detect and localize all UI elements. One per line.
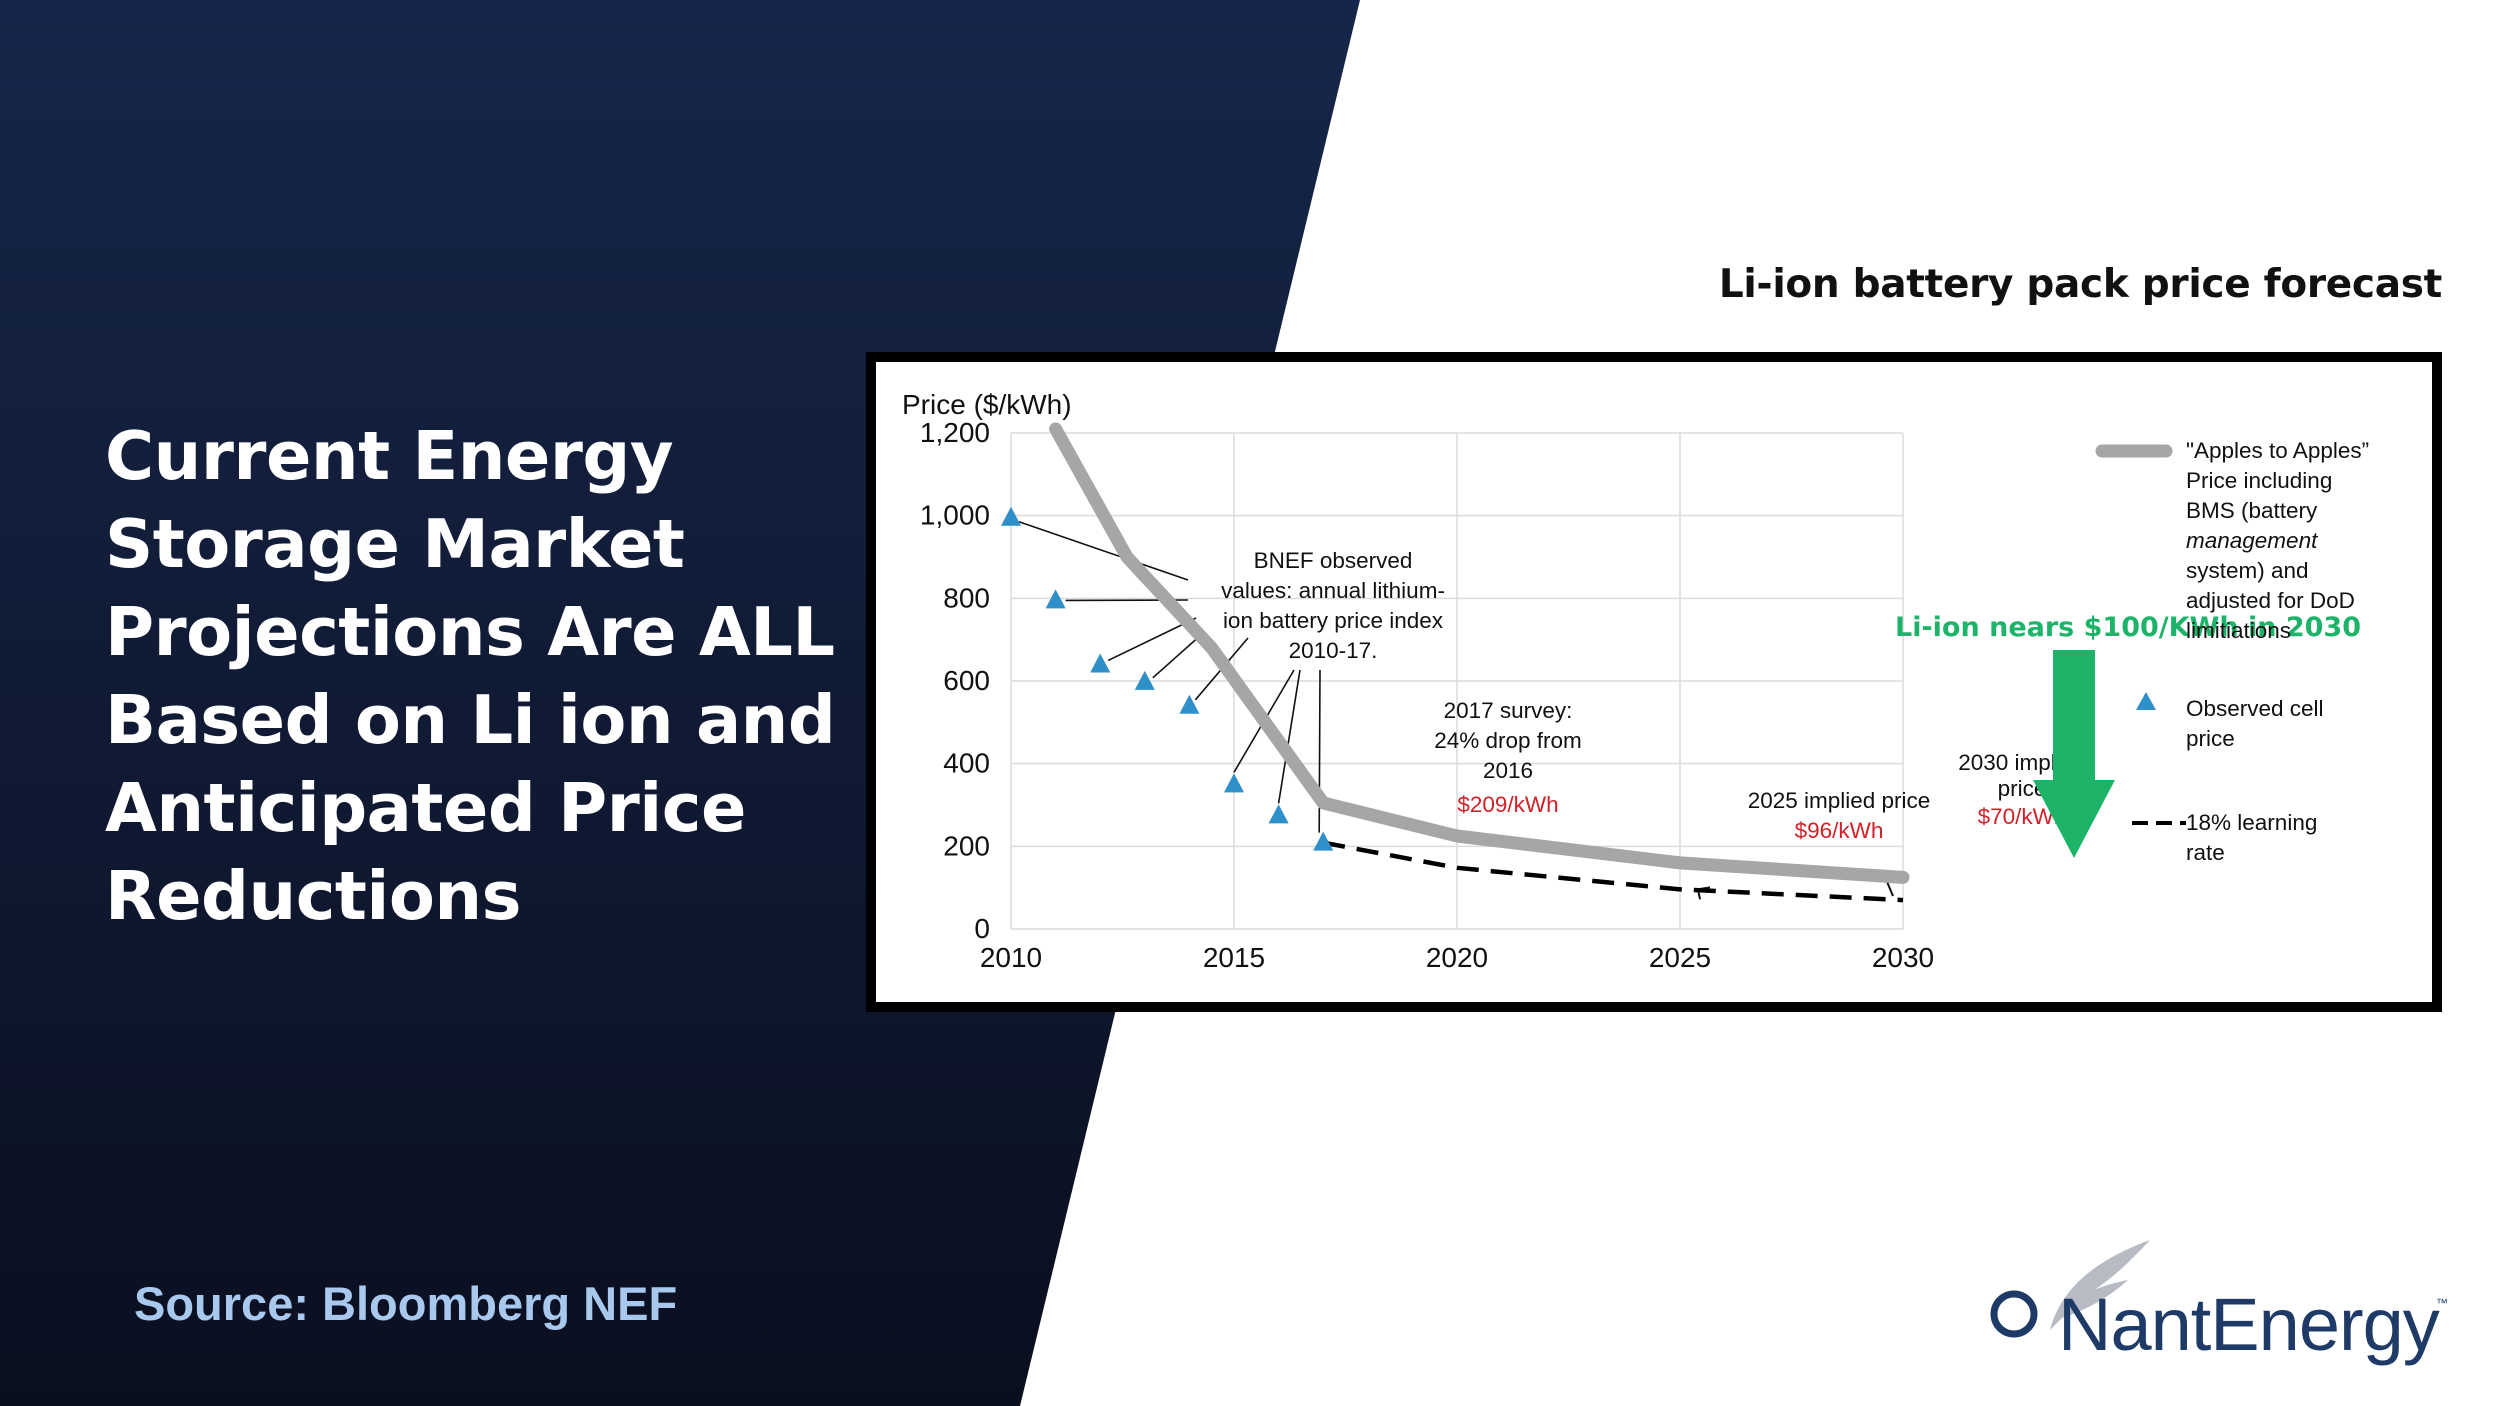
observed-price-marker — [1224, 773, 1244, 793]
chart-frame — [866, 352, 2442, 1012]
price-forecast-chart: Price ($/kWh) 0 200 400 600 800 1,000 1,200 20… — [902, 389, 2369, 973]
survey-annotation: 2017 survey: 24% drop from 2016 $209/kWh — [1434, 698, 1582, 817]
headline-line: Based on Li ion and — [105, 681, 836, 759]
x-tick-labels: 2010 2015 2020 2025 2030 — [980, 942, 1934, 973]
legend-apples-line: system) and — [2186, 558, 2309, 583]
feather-icon — [2050, 1240, 2150, 1330]
survey-line: 2016 — [1483, 758, 1533, 783]
observed-price-marker — [1090, 653, 1111, 673]
observed-price-marker — [1179, 694, 1200, 714]
observed-price-marker — [1313, 831, 1334, 851]
y-tick-label: 1,000 — [920, 500, 990, 531]
implied-2025-label: 2025 implied price — [1748, 788, 1931, 813]
chart-title: Li-ion battery pack price forecast — [1718, 262, 2442, 307]
observed-price-marker — [1045, 589, 1066, 609]
bnef-line: BNEF observed — [1254, 548, 1413, 573]
implied-2025-price: $96/kWh — [1795, 818, 1884, 843]
legend-apples-line: limitiations — [2186, 618, 2291, 643]
survey-price: $209/kWh — [1457, 792, 1558, 817]
leader-line — [1152, 633, 1203, 679]
legend: "Apples to Apples” Price including BMS (… — [2095, 438, 2369, 865]
leader-line — [1018, 520, 1189, 581]
y-tick-label: 800 — [943, 582, 990, 613]
headline-line: Reductions — [105, 857, 522, 935]
leader-line — [1107, 617, 1197, 662]
observed-price-marker — [1134, 670, 1155, 690]
series-layer — [1001, 422, 1910, 903]
survey-line: 24% drop from — [1434, 728, 1582, 753]
legend-apples-line: "Apples to Apples” — [2186, 438, 2369, 463]
legend-observed-line: price — [2186, 726, 2235, 751]
x-tick-label: 2015 — [1203, 942, 1265, 973]
series-apples-line — [1049, 422, 1910, 884]
nantenergy-logo — [1990, 1240, 2150, 1338]
y-tick-label: 200 — [943, 830, 990, 861]
y-tick-label: 600 — [943, 665, 990, 696]
legend-learning-line: rate — [2186, 840, 2225, 865]
headline-line: Anticipated Price — [105, 769, 746, 847]
x-tick-label: 2020 — [1426, 942, 1488, 973]
logo-ring — [1990, 1290, 2038, 1338]
survey-line: 2017 survey: — [1444, 698, 1573, 723]
legend-apples-line: Price including — [2186, 468, 2332, 493]
legend-apples-line: adjusted for DoD — [2186, 588, 2355, 613]
observed-price-marker — [1001, 506, 1021, 526]
y-tick-labels: 0 200 400 600 800 1,000 1,200 — [920, 417, 990, 944]
legend-learning-line: 18% learning — [2186, 810, 2317, 835]
slide-headline: Current Energy Storage Market Projection… — [105, 412, 865, 940]
headline-line: Storage Market — [105, 505, 685, 583]
logo-trademark: ™ — [2436, 1296, 2448, 1310]
x-tick-label: 2010 — [980, 942, 1042, 973]
headline-line: Projections Are ALL — [105, 593, 835, 671]
source-label: Source: Bloomberg NEF — [134, 1277, 678, 1330]
dark-diagonal-panel — [0, 0, 1360, 1406]
implied-2025-annotation: 2025 implied price $96/kWh — [1748, 788, 1931, 843]
legend-apples-line: management — [2186, 528, 2319, 553]
series-learning-rate-line — [1322, 840, 1904, 903]
bnef-line: ion battery price index — [1223, 608, 1444, 633]
y-tick-label: 1,200 — [920, 417, 990, 448]
observed-price-marker — [1268, 804, 1289, 824]
leader-line — [1277, 669, 1301, 804]
legend-observed-line: Observed cell — [2186, 696, 2324, 721]
headline-line: Current Energy — [105, 417, 674, 495]
bnef-line: values: annual lithium- — [1221, 578, 1445, 603]
y-axis-label: Price ($/kWh) — [902, 389, 1072, 420]
bnef-line: 2010-17. — [1289, 638, 1378, 663]
logo-wordmark: NantEnergy — [2058, 1283, 2440, 1366]
callout-text: Li-ion nears $100/KWh in 2030 — [1895, 612, 2361, 643]
bnef-annotation: BNEF observed values: annual lithium- io… — [1221, 548, 1445, 663]
y-tick-label: 0 — [974, 913, 990, 944]
callout-arrow — [2033, 650, 2115, 858]
legend-swatch-observed — [2136, 692, 2156, 710]
legend-apples-line: BMS (battery — [2186, 498, 2318, 523]
x-tick-label: 2030 — [1872, 942, 1934, 973]
y-tick-label: 400 — [943, 748, 990, 779]
x-tick-label: 2025 — [1649, 942, 1711, 973]
annotation-leaders — [1018, 520, 1894, 900]
